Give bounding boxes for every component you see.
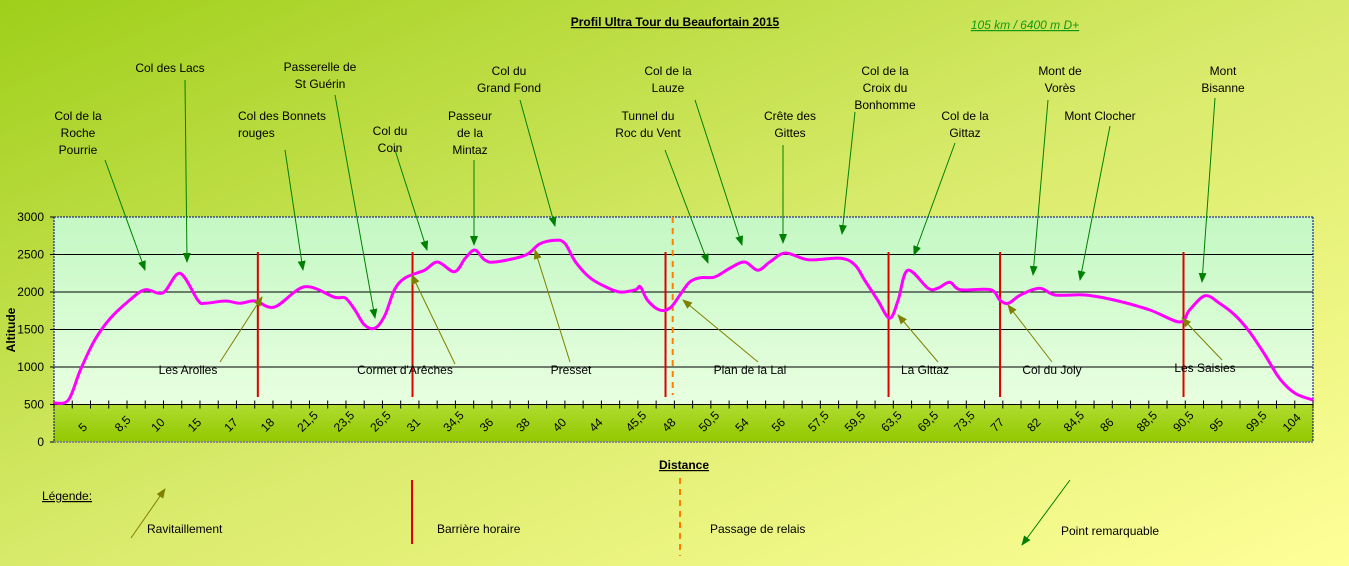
point-remarquable-label: Col des Bonnets rouges bbox=[238, 109, 326, 140]
legend-point-label: Point remarquable bbox=[1061, 524, 1159, 538]
point-remarquable-label: Col de la Gittaz bbox=[941, 109, 989, 140]
point-remarquable-arrow-icon bbox=[664, 149, 709, 264]
y-tick-label: 2000 bbox=[17, 285, 44, 299]
legend: Légende: Ravitaillement Barrière horaire… bbox=[42, 478, 1159, 556]
label-line: Mont bbox=[1210, 64, 1237, 78]
plot-base-band bbox=[54, 404, 1313, 442]
point-remarquable-arrow-icon bbox=[694, 99, 744, 246]
point-remarquable-label: Mont Clocher bbox=[1064, 109, 1135, 123]
point-remarquable-label: Tunnel du Roc du Vent bbox=[615, 109, 681, 140]
ravitaillement-arrow-icon bbox=[1007, 304, 1053, 363]
label-line: Mont de bbox=[1038, 64, 1082, 78]
label-line: Col de la bbox=[644, 64, 692, 78]
label-line: Pourrie bbox=[59, 143, 98, 157]
ravitaillement-arrow-icon bbox=[682, 299, 759, 363]
legend-point-arrow-icon bbox=[1021, 479, 1071, 546]
label-line: Col du bbox=[492, 64, 527, 78]
ravitaillement-label: Presset bbox=[551, 363, 592, 377]
label-line: Gittaz bbox=[949, 126, 980, 140]
label-line: Vorès bbox=[1045, 81, 1076, 95]
label-line: Col de la bbox=[861, 64, 909, 78]
label-line: Passerelle de bbox=[284, 60, 357, 74]
x-axis-label: Distance bbox=[659, 458, 709, 472]
point-remarquable-label: Passerelle de St Guérin bbox=[284, 60, 357, 91]
ravitaillement-arrow-icon bbox=[1181, 317, 1223, 361]
point-remarquable-label: Col du Grand Fond bbox=[477, 64, 541, 95]
point-remarquable-arrow-icon bbox=[182, 79, 191, 263]
ravitaillement-label: La Gittaz bbox=[901, 363, 949, 377]
label-line: Bonhomme bbox=[854, 98, 916, 112]
point-remarquable-arrow-icon bbox=[913, 142, 956, 256]
label-line: Mintaz bbox=[452, 143, 487, 157]
point-remarquable-label: Col de la Croix du Bonhomme bbox=[854, 64, 916, 112]
point-remarquable-arrow-icon bbox=[519, 99, 557, 227]
y-tick-label: 2500 bbox=[17, 248, 44, 262]
label-line: St Guérin bbox=[295, 77, 346, 91]
legend-barriere-label: Barrière horaire bbox=[437, 522, 521, 536]
chart-subtitle: 105 km / 6400 m D+ bbox=[971, 18, 1079, 32]
label-line: rouges bbox=[238, 126, 275, 140]
point-remarquable-label: Crête des Gittes bbox=[764, 109, 816, 140]
label-line: Croix du bbox=[863, 81, 908, 95]
point-remarquable-arrow-icon bbox=[1198, 97, 1216, 283]
ravitaillement-arrow-icon bbox=[219, 296, 263, 363]
point-remarquable-arrow-icon bbox=[284, 149, 306, 271]
point-remarquable-label: Mont Bisanne bbox=[1201, 64, 1245, 95]
y-tick-label: 500 bbox=[24, 398, 44, 412]
label-line: Col des Lacs bbox=[135, 61, 204, 75]
y-tick-label: 1500 bbox=[17, 323, 44, 337]
y-tick-label: 1000 bbox=[17, 360, 44, 374]
point-remarquable-arrow-icon bbox=[394, 149, 429, 251]
label-line: Roche bbox=[61, 126, 96, 140]
label-line: Coin bbox=[378, 141, 403, 155]
y-tick-label: 3000 bbox=[17, 210, 44, 224]
point-remarquable-arrow-icon bbox=[334, 94, 378, 319]
label-line: Col de la bbox=[941, 109, 989, 123]
y-axis-label: Altitude bbox=[4, 307, 18, 352]
legend-relais-label: Passage de relais bbox=[710, 522, 805, 536]
ravitaillement-arrow-icon bbox=[897, 314, 939, 363]
legend-title: Légende: bbox=[42, 489, 92, 503]
label-line: Col du bbox=[373, 124, 408, 138]
legend-ravitaillement-arrow-icon bbox=[130, 488, 166, 539]
label-line: Col de la bbox=[54, 109, 102, 123]
point-remarquable-arrow-icon bbox=[104, 159, 146, 271]
chart-title: Profil Ultra Tour du Beaufortain 2015 bbox=[571, 15, 780, 29]
point-remarquable-label: Col du Coin bbox=[373, 124, 408, 155]
plot-background bbox=[54, 217, 1313, 405]
label-line: Tunnel du bbox=[622, 109, 675, 123]
point-remarquable-label: Mont de Vorès bbox=[1038, 64, 1082, 95]
point-remarquable-label: Col de la Lauze bbox=[644, 64, 692, 95]
point-remarquable-arrow-icon bbox=[1077, 125, 1111, 281]
label-line: Col des Bonnets bbox=[238, 109, 326, 123]
label-line: Grand Fond bbox=[477, 81, 541, 95]
elevation-profile-line bbox=[53, 238, 1314, 405]
label-line: de la bbox=[457, 126, 483, 140]
point-remarquable-label: Passeur de la Mintaz bbox=[448, 109, 492, 157]
label-line: Lauze bbox=[652, 81, 685, 95]
label-line: Bisanne bbox=[1201, 81, 1245, 95]
legend-ravitaillement-label: Ravitaillement bbox=[147, 522, 223, 536]
point-remarquable-arrow-icon bbox=[1029, 99, 1049, 276]
ravitaillement-label: Col du Joly bbox=[1022, 363, 1081, 377]
label-line: Roc du Vent bbox=[615, 126, 681, 140]
label-line: Crête des bbox=[764, 109, 816, 123]
label-line: Mont Clocher bbox=[1064, 109, 1135, 123]
ravitaillement-label: Les Arolles bbox=[159, 363, 218, 377]
point-remarquable-label: Col de la Roche Pourrie bbox=[54, 109, 102, 157]
ravitaillement-label: Plan de la Lai bbox=[714, 363, 787, 377]
y-tick-label: 0 bbox=[37, 435, 44, 449]
ravitaillement-label: Les Saisies bbox=[1174, 361, 1235, 375]
ravitaillement-arrow-icon bbox=[533, 249, 571, 363]
label-line: Gittes bbox=[774, 126, 805, 140]
point-remarquable-label: Col des Lacs bbox=[135, 61, 204, 75]
label-line: Passeur bbox=[448, 109, 492, 123]
ravitaillement-label: Cormet d'Arêches bbox=[357, 363, 453, 377]
ravitaillement-arrow-icon bbox=[411, 274, 456, 365]
point-remarquable-arrow-icon bbox=[838, 111, 856, 235]
